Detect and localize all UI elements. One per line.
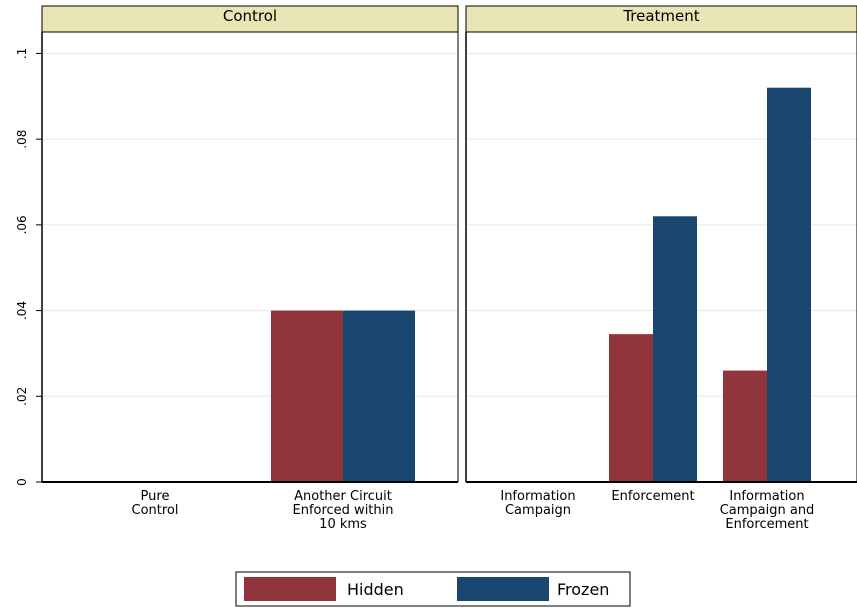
legend-swatch-hidden: [244, 577, 336, 601]
bar-frozen: [767, 87, 811, 482]
y-tick-label: .02: [15, 387, 29, 406]
category-label: Campaign and: [720, 503, 815, 518]
y-tick-label: .1: [15, 48, 29, 59]
y-tick-label: .04: [15, 301, 29, 320]
legend-swatch-frozen: [457, 577, 549, 601]
category-label: Campaign: [505, 503, 571, 518]
panel-title: Treatment: [622, 7, 699, 25]
category-label: Enforcement: [611, 489, 694, 504]
y-tick-label: 0: [15, 478, 29, 486]
legend-label-hidden: Hidden: [347, 580, 404, 599]
category-label: Control: [132, 503, 179, 518]
category-label: Pure: [141, 489, 170, 504]
category-label: Enforced within: [292, 503, 393, 518]
bar-hidden: [609, 334, 653, 482]
panel-header: [41, 5, 459, 33]
category-label: Enforcement: [725, 517, 808, 532]
category-label: Information: [500, 489, 575, 504]
bar-hidden: [723, 370, 767, 482]
category-label: Information: [729, 489, 804, 504]
legend-label-frozen: Frozen: [557, 580, 609, 599]
bar-frozen: [343, 310, 415, 482]
panel-title: Control: [223, 7, 277, 25]
panel-header: [465, 5, 857, 33]
category-label: 10 kms: [319, 517, 367, 532]
y-tick-label: .08: [15, 130, 29, 149]
y-tick-label: .06: [15, 215, 29, 234]
category-label: Another Circuit: [294, 489, 392, 504]
bar-hidden: [271, 310, 343, 482]
legend: Hidden Frozen: [235, 571, 631, 607]
bar-frozen: [653, 216, 697, 483]
